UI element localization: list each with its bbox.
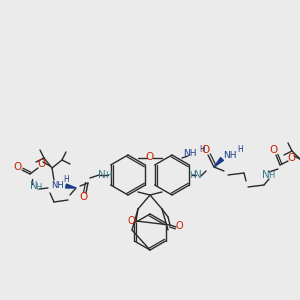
Text: N: N <box>262 170 270 180</box>
Text: O: O <box>175 221 183 231</box>
Text: H: H <box>199 145 205 154</box>
Polygon shape <box>66 184 76 188</box>
Polygon shape <box>214 158 224 167</box>
Text: NH: NH <box>52 181 64 190</box>
Text: N: N <box>30 181 38 191</box>
Text: H: H <box>268 170 274 179</box>
Text: H: H <box>35 182 41 191</box>
Text: O: O <box>270 145 278 155</box>
Text: H: H <box>63 175 69 184</box>
Text: O: O <box>202 145 210 155</box>
Text: O: O <box>288 153 296 163</box>
Text: H: H <box>105 170 111 179</box>
Text: O: O <box>146 152 154 162</box>
Text: O: O <box>127 216 135 226</box>
Text: H: H <box>237 145 243 154</box>
Text: O: O <box>13 162 21 172</box>
Text: N: N <box>194 170 202 180</box>
Text: NH: NH <box>183 148 197 158</box>
Text: O: O <box>37 159 45 169</box>
Text: O: O <box>80 192 88 202</box>
Text: N: N <box>98 170 106 180</box>
Text: NH: NH <box>223 151 237 160</box>
Text: H: H <box>189 170 195 179</box>
